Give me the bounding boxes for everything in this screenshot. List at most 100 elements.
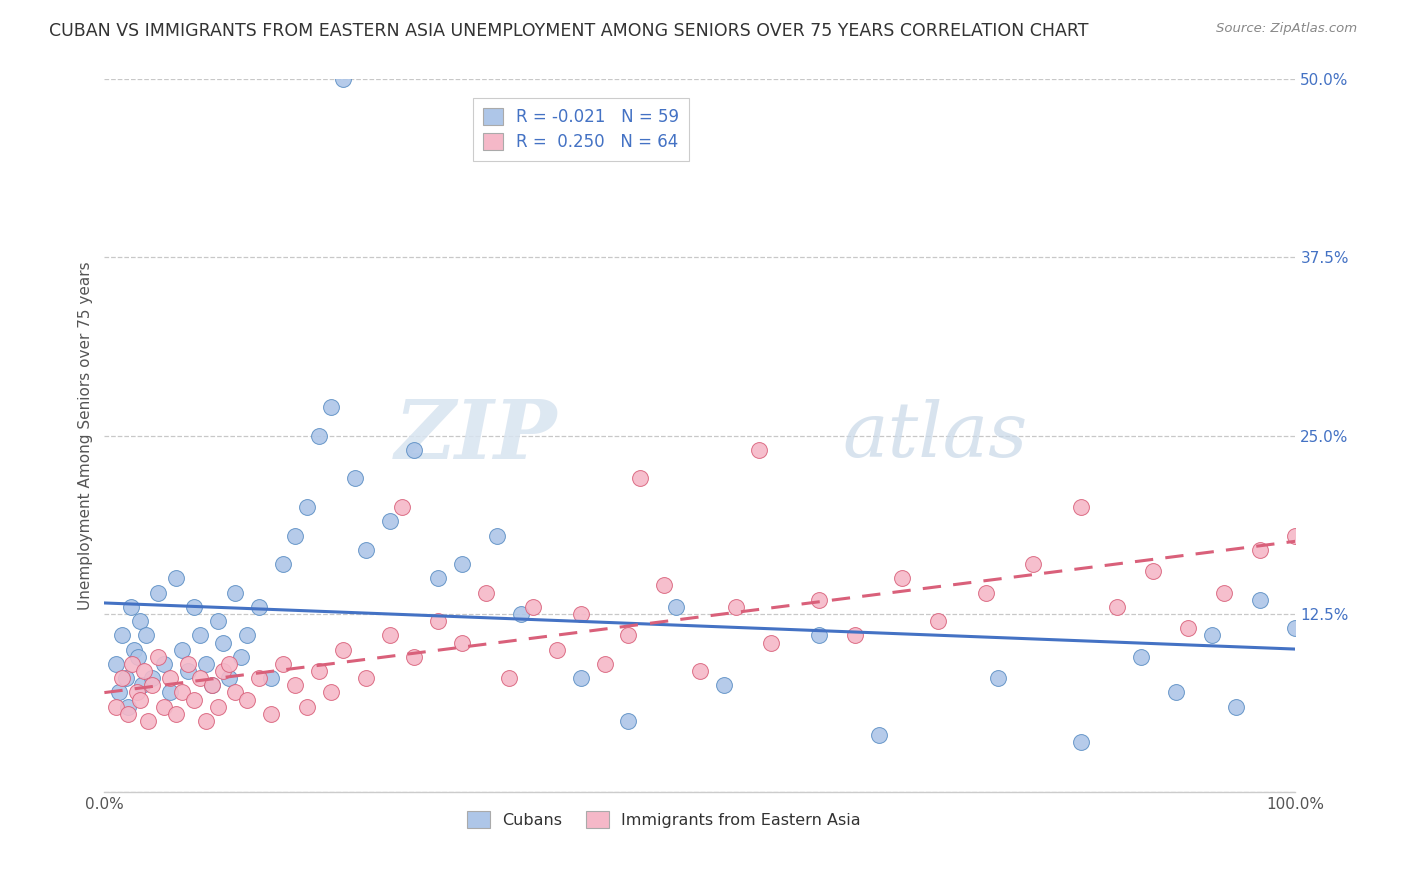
Point xyxy=(114,671,136,685)
Text: Source: ZipAtlas.com: Source: ZipAtlas.com xyxy=(1216,22,1357,36)
Point xyxy=(153,699,176,714)
Point xyxy=(522,599,544,614)
Point xyxy=(295,500,318,514)
Point xyxy=(593,657,616,671)
Point xyxy=(426,614,449,628)
Point xyxy=(652,578,675,592)
Point xyxy=(1213,585,1236,599)
Point xyxy=(200,678,222,692)
Point xyxy=(271,557,294,571)
Point xyxy=(628,471,651,485)
Point xyxy=(111,628,134,642)
Point xyxy=(761,635,783,649)
Legend: Cubans, Immigrants from Eastern Asia: Cubans, Immigrants from Eastern Asia xyxy=(461,805,868,834)
Point xyxy=(927,614,949,628)
Point xyxy=(125,685,148,699)
Point xyxy=(141,671,163,685)
Point xyxy=(271,657,294,671)
Point xyxy=(200,678,222,692)
Point xyxy=(474,585,496,599)
Point xyxy=(308,664,330,678)
Point xyxy=(231,649,253,664)
Point xyxy=(402,649,425,664)
Y-axis label: Unemployment Among Seniors over 75 years: Unemployment Among Seniors over 75 years xyxy=(79,261,93,610)
Point xyxy=(170,642,193,657)
Point xyxy=(188,671,211,685)
Point xyxy=(498,671,520,685)
Point xyxy=(1225,699,1247,714)
Point xyxy=(194,657,217,671)
Point xyxy=(295,699,318,714)
Point xyxy=(117,706,139,721)
Point xyxy=(332,72,354,87)
Point xyxy=(319,685,342,699)
Point xyxy=(343,471,366,485)
Point xyxy=(111,671,134,685)
Point xyxy=(177,664,200,678)
Point xyxy=(207,699,229,714)
Text: CUBAN VS IMMIGRANTS FROM EASTERN ASIA UNEMPLOYMENT AMONG SENIORS OVER 75 YEARS C: CUBAN VS IMMIGRANTS FROM EASTERN ASIA UN… xyxy=(49,22,1088,40)
Point xyxy=(1284,621,1306,635)
Point xyxy=(146,649,169,664)
Point xyxy=(724,599,747,614)
Point xyxy=(236,628,259,642)
Point xyxy=(713,678,735,692)
Point xyxy=(844,628,866,642)
Point xyxy=(218,657,240,671)
Point xyxy=(617,628,640,642)
Point xyxy=(218,671,240,685)
Point xyxy=(120,599,142,614)
Point xyxy=(153,657,176,671)
Point xyxy=(748,442,770,457)
Point xyxy=(450,635,472,649)
Point xyxy=(129,692,152,706)
Point xyxy=(212,635,235,649)
Point xyxy=(105,699,128,714)
Point xyxy=(188,628,211,642)
Text: ZIP: ZIP xyxy=(394,396,557,475)
Point xyxy=(380,514,402,528)
Point xyxy=(194,714,217,728)
Point xyxy=(127,649,149,664)
Point xyxy=(569,671,592,685)
Point xyxy=(247,671,270,685)
Point xyxy=(1105,599,1128,614)
Point xyxy=(356,542,378,557)
Point xyxy=(1249,592,1271,607)
Point xyxy=(974,585,997,599)
Point xyxy=(177,657,200,671)
Point xyxy=(1166,685,1188,699)
Point xyxy=(1201,628,1223,642)
Point xyxy=(132,664,155,678)
Point xyxy=(183,692,205,706)
Point xyxy=(260,671,283,685)
Point xyxy=(450,557,472,571)
Point xyxy=(1070,735,1092,749)
Point xyxy=(159,685,181,699)
Point xyxy=(546,642,568,657)
Point xyxy=(402,442,425,457)
Point xyxy=(689,664,711,678)
Point xyxy=(987,671,1010,685)
Point xyxy=(1249,542,1271,557)
Point xyxy=(159,671,181,685)
Point xyxy=(117,699,139,714)
Point xyxy=(486,528,509,542)
Point xyxy=(207,614,229,628)
Point xyxy=(183,599,205,614)
Point xyxy=(1177,621,1199,635)
Point xyxy=(356,671,378,685)
Point xyxy=(131,678,153,692)
Point xyxy=(212,664,235,678)
Point xyxy=(224,585,246,599)
Point xyxy=(236,692,259,706)
Point xyxy=(426,571,449,585)
Point xyxy=(138,714,160,728)
Point xyxy=(105,657,128,671)
Point xyxy=(284,528,307,542)
Point xyxy=(891,571,914,585)
Point xyxy=(224,685,246,699)
Point xyxy=(808,592,831,607)
Point xyxy=(165,706,187,721)
Point xyxy=(510,607,533,621)
